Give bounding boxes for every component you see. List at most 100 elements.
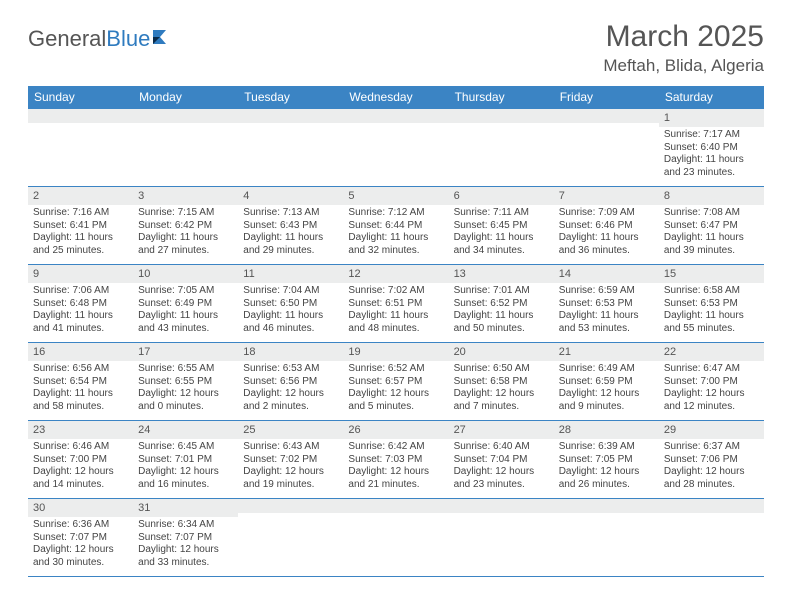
calendar-head: SundayMondayTuesdayWednesdayThursdayFrid…	[28, 86, 764, 109]
day-details: Sunrise: 6:58 AMSunset: 6:53 PMDaylight:…	[659, 283, 764, 338]
calendar-cell	[28, 109, 133, 187]
day-number: 13	[449, 265, 554, 283]
calendar-row: 30Sunrise: 6:36 AMSunset: 7:07 PMDayligh…	[28, 499, 764, 577]
day-number: 7	[554, 187, 659, 205]
day-number: 27	[449, 421, 554, 439]
day-number: 17	[133, 343, 238, 361]
page: GeneralBlue March 2025 Meftah, Blida, Al…	[0, 0, 792, 587]
calendar-cell: 17Sunrise: 6:55 AMSunset: 6:55 PMDayligh…	[133, 343, 238, 421]
calendar-cell	[449, 109, 554, 187]
title-block: March 2025 Meftah, Blida, Algeria	[603, 20, 764, 76]
day-details: Sunrise: 6:39 AMSunset: 7:05 PMDaylight:…	[554, 439, 659, 494]
calendar-row: 9Sunrise: 7:06 AMSunset: 6:48 PMDaylight…	[28, 265, 764, 343]
day-details: Sunrise: 6:46 AMSunset: 7:00 PMDaylight:…	[28, 439, 133, 494]
calendar-cell: 4Sunrise: 7:13 AMSunset: 6:43 PMDaylight…	[238, 187, 343, 265]
day-number	[133, 109, 238, 123]
calendar-cell: 26Sunrise: 6:42 AMSunset: 7:03 PMDayligh…	[343, 421, 448, 499]
calendar-cell: 19Sunrise: 6:52 AMSunset: 6:57 PMDayligh…	[343, 343, 448, 421]
calendar-cell	[554, 499, 659, 577]
calendar-cell	[238, 109, 343, 187]
day-header: Thursday	[449, 86, 554, 109]
day-number: 4	[238, 187, 343, 205]
day-details: Sunrise: 6:34 AMSunset: 7:07 PMDaylight:…	[133, 517, 238, 572]
day-number: 11	[238, 265, 343, 283]
day-number: 9	[28, 265, 133, 283]
day-details: Sunrise: 6:55 AMSunset: 6:55 PMDaylight:…	[133, 361, 238, 416]
calendar-cell	[343, 499, 448, 577]
calendar-cell: 15Sunrise: 6:58 AMSunset: 6:53 PMDayligh…	[659, 265, 764, 343]
day-number: 31	[133, 499, 238, 517]
brand-part2: Blue	[106, 26, 150, 52]
day-number: 2	[28, 187, 133, 205]
day-details: Sunrise: 7:04 AMSunset: 6:50 PMDaylight:…	[238, 283, 343, 338]
calendar-cell: 8Sunrise: 7:08 AMSunset: 6:47 PMDaylight…	[659, 187, 764, 265]
day-number	[554, 109, 659, 123]
day-details: Sunrise: 6:47 AMSunset: 7:00 PMDaylight:…	[659, 361, 764, 416]
day-details: Sunrise: 6:52 AMSunset: 6:57 PMDaylight:…	[343, 361, 448, 416]
calendar-cell: 5Sunrise: 7:12 AMSunset: 6:44 PMDaylight…	[343, 187, 448, 265]
header: GeneralBlue March 2025 Meftah, Blida, Al…	[28, 20, 764, 76]
day-details: Sunrise: 6:53 AMSunset: 6:56 PMDaylight:…	[238, 361, 343, 416]
calendar-cell	[449, 499, 554, 577]
day-header: Friday	[554, 86, 659, 109]
day-number	[554, 499, 659, 513]
calendar-cell	[659, 499, 764, 577]
day-number: 3	[133, 187, 238, 205]
calendar-cell: 1Sunrise: 7:17 AMSunset: 6:40 PMDaylight…	[659, 109, 764, 187]
day-number: 22	[659, 343, 764, 361]
day-number	[28, 109, 133, 123]
calendar-cell: 20Sunrise: 6:50 AMSunset: 6:58 PMDayligh…	[449, 343, 554, 421]
day-number: 29	[659, 421, 764, 439]
calendar-cell: 14Sunrise: 6:59 AMSunset: 6:53 PMDayligh…	[554, 265, 659, 343]
day-number	[449, 109, 554, 123]
day-number: 28	[554, 421, 659, 439]
day-number: 1	[659, 109, 764, 127]
calendar-cell: 7Sunrise: 7:09 AMSunset: 6:46 PMDaylight…	[554, 187, 659, 265]
day-details: Sunrise: 6:36 AMSunset: 7:07 PMDaylight:…	[28, 517, 133, 572]
day-details: Sunrise: 6:56 AMSunset: 6:54 PMDaylight:…	[28, 361, 133, 416]
brand-logo: GeneralBlue	[28, 26, 172, 52]
day-number: 10	[133, 265, 238, 283]
day-number	[343, 109, 448, 123]
day-header: Tuesday	[238, 86, 343, 109]
calendar-row: 16Sunrise: 6:56 AMSunset: 6:54 PMDayligh…	[28, 343, 764, 421]
day-details: Sunrise: 6:37 AMSunset: 7:06 PMDaylight:…	[659, 439, 764, 494]
calendar-cell: 29Sunrise: 6:37 AMSunset: 7:06 PMDayligh…	[659, 421, 764, 499]
calendar-row: 23Sunrise: 6:46 AMSunset: 7:00 PMDayligh…	[28, 421, 764, 499]
day-details: Sunrise: 6:59 AMSunset: 6:53 PMDaylight:…	[554, 283, 659, 338]
calendar-cell: 6Sunrise: 7:11 AMSunset: 6:45 PMDaylight…	[449, 187, 554, 265]
day-details: Sunrise: 7:16 AMSunset: 6:41 PMDaylight:…	[28, 205, 133, 260]
day-number: 23	[28, 421, 133, 439]
calendar-cell: 31Sunrise: 6:34 AMSunset: 7:07 PMDayligh…	[133, 499, 238, 577]
day-number: 8	[659, 187, 764, 205]
day-header-row: SundayMondayTuesdayWednesdayThursdayFrid…	[28, 86, 764, 109]
location: Meftah, Blida, Algeria	[603, 56, 764, 76]
calendar-cell: 2Sunrise: 7:16 AMSunset: 6:41 PMDaylight…	[28, 187, 133, 265]
calendar-cell: 21Sunrise: 6:49 AMSunset: 6:59 PMDayligh…	[554, 343, 659, 421]
flag-icon	[152, 28, 172, 46]
day-details: Sunrise: 7:11 AMSunset: 6:45 PMDaylight:…	[449, 205, 554, 260]
day-details: Sunrise: 7:06 AMSunset: 6:48 PMDaylight:…	[28, 283, 133, 338]
day-details: Sunrise: 6:49 AMSunset: 6:59 PMDaylight:…	[554, 361, 659, 416]
day-header: Sunday	[28, 86, 133, 109]
calendar-cell	[554, 109, 659, 187]
day-details: Sunrise: 6:43 AMSunset: 7:02 PMDaylight:…	[238, 439, 343, 494]
calendar-cell: 3Sunrise: 7:15 AMSunset: 6:42 PMDaylight…	[133, 187, 238, 265]
day-details: Sunrise: 7:08 AMSunset: 6:47 PMDaylight:…	[659, 205, 764, 260]
day-number	[238, 109, 343, 123]
calendar-cell	[133, 109, 238, 187]
calendar-cell: 18Sunrise: 6:53 AMSunset: 6:56 PMDayligh…	[238, 343, 343, 421]
calendar-table: SundayMondayTuesdayWednesdayThursdayFrid…	[28, 86, 764, 577]
day-number: 6	[449, 187, 554, 205]
day-number	[238, 499, 343, 513]
day-details: Sunrise: 7:15 AMSunset: 6:42 PMDaylight:…	[133, 205, 238, 260]
calendar-cell: 10Sunrise: 7:05 AMSunset: 6:49 PMDayligh…	[133, 265, 238, 343]
day-details: Sunrise: 6:42 AMSunset: 7:03 PMDaylight:…	[343, 439, 448, 494]
day-number: 20	[449, 343, 554, 361]
calendar-cell: 16Sunrise: 6:56 AMSunset: 6:54 PMDayligh…	[28, 343, 133, 421]
calendar-body: 1Sunrise: 7:17 AMSunset: 6:40 PMDaylight…	[28, 109, 764, 577]
day-details: Sunrise: 7:09 AMSunset: 6:46 PMDaylight:…	[554, 205, 659, 260]
calendar-cell: 25Sunrise: 6:43 AMSunset: 7:02 PMDayligh…	[238, 421, 343, 499]
day-number: 18	[238, 343, 343, 361]
calendar-cell: 23Sunrise: 6:46 AMSunset: 7:00 PMDayligh…	[28, 421, 133, 499]
